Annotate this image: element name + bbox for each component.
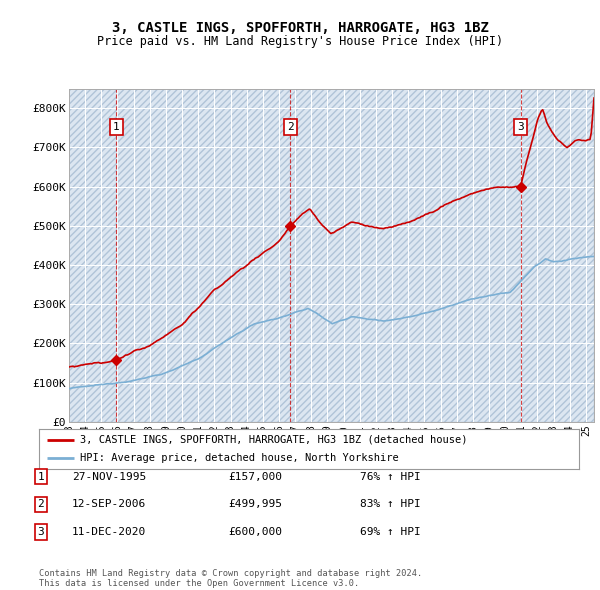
Text: 69% ↑ HPI: 69% ↑ HPI (360, 527, 421, 537)
Text: 1: 1 (37, 472, 44, 481)
Text: 3: 3 (517, 122, 524, 132)
Text: 11-DEC-2020: 11-DEC-2020 (72, 527, 146, 537)
Text: 83% ↑ HPI: 83% ↑ HPI (360, 500, 421, 509)
Text: 2: 2 (287, 122, 294, 132)
Text: Price paid vs. HM Land Registry's House Price Index (HPI): Price paid vs. HM Land Registry's House … (97, 35, 503, 48)
Text: 3, CASTLE INGS, SPOFFORTH, HARROGATE, HG3 1BZ (detached house): 3, CASTLE INGS, SPOFFORTH, HARROGATE, HG… (79, 435, 467, 445)
Text: Contains HM Land Registry data © Crown copyright and database right 2024.
This d: Contains HM Land Registry data © Crown c… (39, 569, 422, 588)
Text: 76% ↑ HPI: 76% ↑ HPI (360, 472, 421, 481)
Text: 12-SEP-2006: 12-SEP-2006 (72, 500, 146, 509)
Text: £600,000: £600,000 (228, 527, 282, 537)
Text: 27-NOV-1995: 27-NOV-1995 (72, 472, 146, 481)
Text: 2: 2 (37, 500, 44, 509)
Text: £157,000: £157,000 (228, 472, 282, 481)
Text: 3: 3 (37, 527, 44, 537)
Text: HPI: Average price, detached house, North Yorkshire: HPI: Average price, detached house, Nort… (79, 453, 398, 463)
Text: £499,995: £499,995 (228, 500, 282, 509)
Text: 3, CASTLE INGS, SPOFFORTH, HARROGATE, HG3 1BZ: 3, CASTLE INGS, SPOFFORTH, HARROGATE, HG… (112, 21, 488, 35)
Text: 1: 1 (113, 122, 119, 132)
